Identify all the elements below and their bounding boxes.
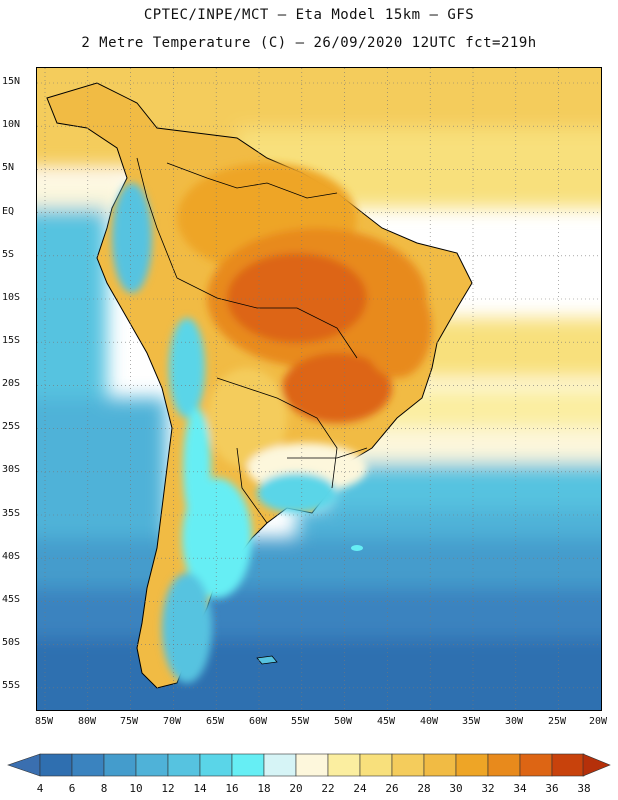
lat-label: 10S <box>2 292 21 303</box>
colorbar-label: 38 <box>577 782 591 795</box>
colorbar-swatch <box>551 753 585 777</box>
colorbar-label: 16 <box>225 782 239 795</box>
lat-label: 30S <box>2 464 21 475</box>
colorbar-label: 28 <box>417 782 431 795</box>
colorbar-label: 26 <box>385 782 399 795</box>
colorbar-label: 10 <box>129 782 143 795</box>
lat-label: 40S <box>2 551 21 562</box>
colorbar-high-arrow <box>582 753 611 777</box>
lon-label: 40W <box>419 716 439 727</box>
land-temperature-field <box>112 163 432 683</box>
colorbar-swatch <box>135 753 169 777</box>
lon-label: 25W <box>547 716 567 727</box>
colorbar-swatch <box>359 753 393 777</box>
colorbar-swatch <box>519 753 553 777</box>
lat-label: EQ <box>2 206 15 217</box>
lat-label: 35S <box>2 508 21 519</box>
lon-label: 55W <box>290 716 310 727</box>
lat-label: 50S <box>2 637 21 648</box>
colorbar-swatch <box>391 753 425 777</box>
lon-label: 70W <box>162 716 182 727</box>
colorbar-label: 30 <box>449 782 463 795</box>
colorbar-swatch <box>455 753 489 777</box>
lat-label: 10N <box>2 119 21 130</box>
colorbar-label: 18 <box>257 782 271 795</box>
colorbar-label: 36 <box>545 782 559 795</box>
colorbar-swatch <box>295 753 329 777</box>
map-panel <box>36 67 602 711</box>
colorbar-swatch <box>103 753 137 777</box>
country-borders <box>136 157 368 524</box>
lon-label: 65W <box>205 716 225 727</box>
lat-label: 15N <box>2 76 21 87</box>
lat-label: 5S <box>2 249 15 260</box>
colorbar-label: 34 <box>513 782 527 795</box>
lat-label: 45S <box>2 594 21 605</box>
lon-label: 80W <box>77 716 97 727</box>
colorbar-swatch <box>423 753 457 777</box>
falkland-islands <box>256 655 278 665</box>
colorbar-label: 6 <box>68 782 76 795</box>
map-title-line1: CPTEC/INPE/MCT – Eta Model 15km – GFS <box>143 7 475 23</box>
colorbar-swatch <box>487 753 521 777</box>
colorbar-swatch <box>39 753 73 777</box>
lon-label: 20W <box>588 716 608 727</box>
ocean-temperature-field <box>37 68 601 710</box>
temperature-map <box>37 68 601 710</box>
colorbar-swatch <box>231 753 265 777</box>
temperature-colorbar <box>7 753 611 777</box>
lon-label: 75W <box>119 716 139 727</box>
lon-label: 85W <box>34 716 54 727</box>
lon-label: 35W <box>461 716 481 727</box>
lat-label: 25S <box>2 421 21 432</box>
colorbar-label: 22 <box>321 782 335 795</box>
colorbar-label: 14 <box>193 782 207 795</box>
lon-label: 45W <box>376 716 396 727</box>
lake-patos <box>351 545 363 551</box>
colorbar-swatch <box>199 753 233 777</box>
colorbar-label: 20 <box>289 782 303 795</box>
graticule <box>37 68 601 710</box>
colorbar-label: 8 <box>100 782 108 795</box>
colorbar-label: 12 <box>161 782 175 795</box>
colorbar-swatch <box>71 753 105 777</box>
colorbar-label: 32 <box>481 782 495 795</box>
colorbar-swatch <box>263 753 297 777</box>
colorbar-label: 4 <box>36 782 44 795</box>
lon-label: 60W <box>248 716 268 727</box>
lat-label: 5N <box>2 162 15 173</box>
lon-label: 50W <box>333 716 353 727</box>
lon-label: 30W <box>504 716 524 727</box>
map-title-line2: 2 Metre Temperature (C) – 26/09/2020 12U… <box>81 35 537 51</box>
lat-label: 55S <box>2 680 21 691</box>
lat-label: 20S <box>2 378 21 389</box>
colorbar-low-arrow <box>7 753 41 777</box>
colorbar-label: 24 <box>353 782 367 795</box>
colorbar-swatch <box>167 753 201 777</box>
lat-label: 15S <box>2 335 21 346</box>
colorbar-swatch <box>327 753 361 777</box>
